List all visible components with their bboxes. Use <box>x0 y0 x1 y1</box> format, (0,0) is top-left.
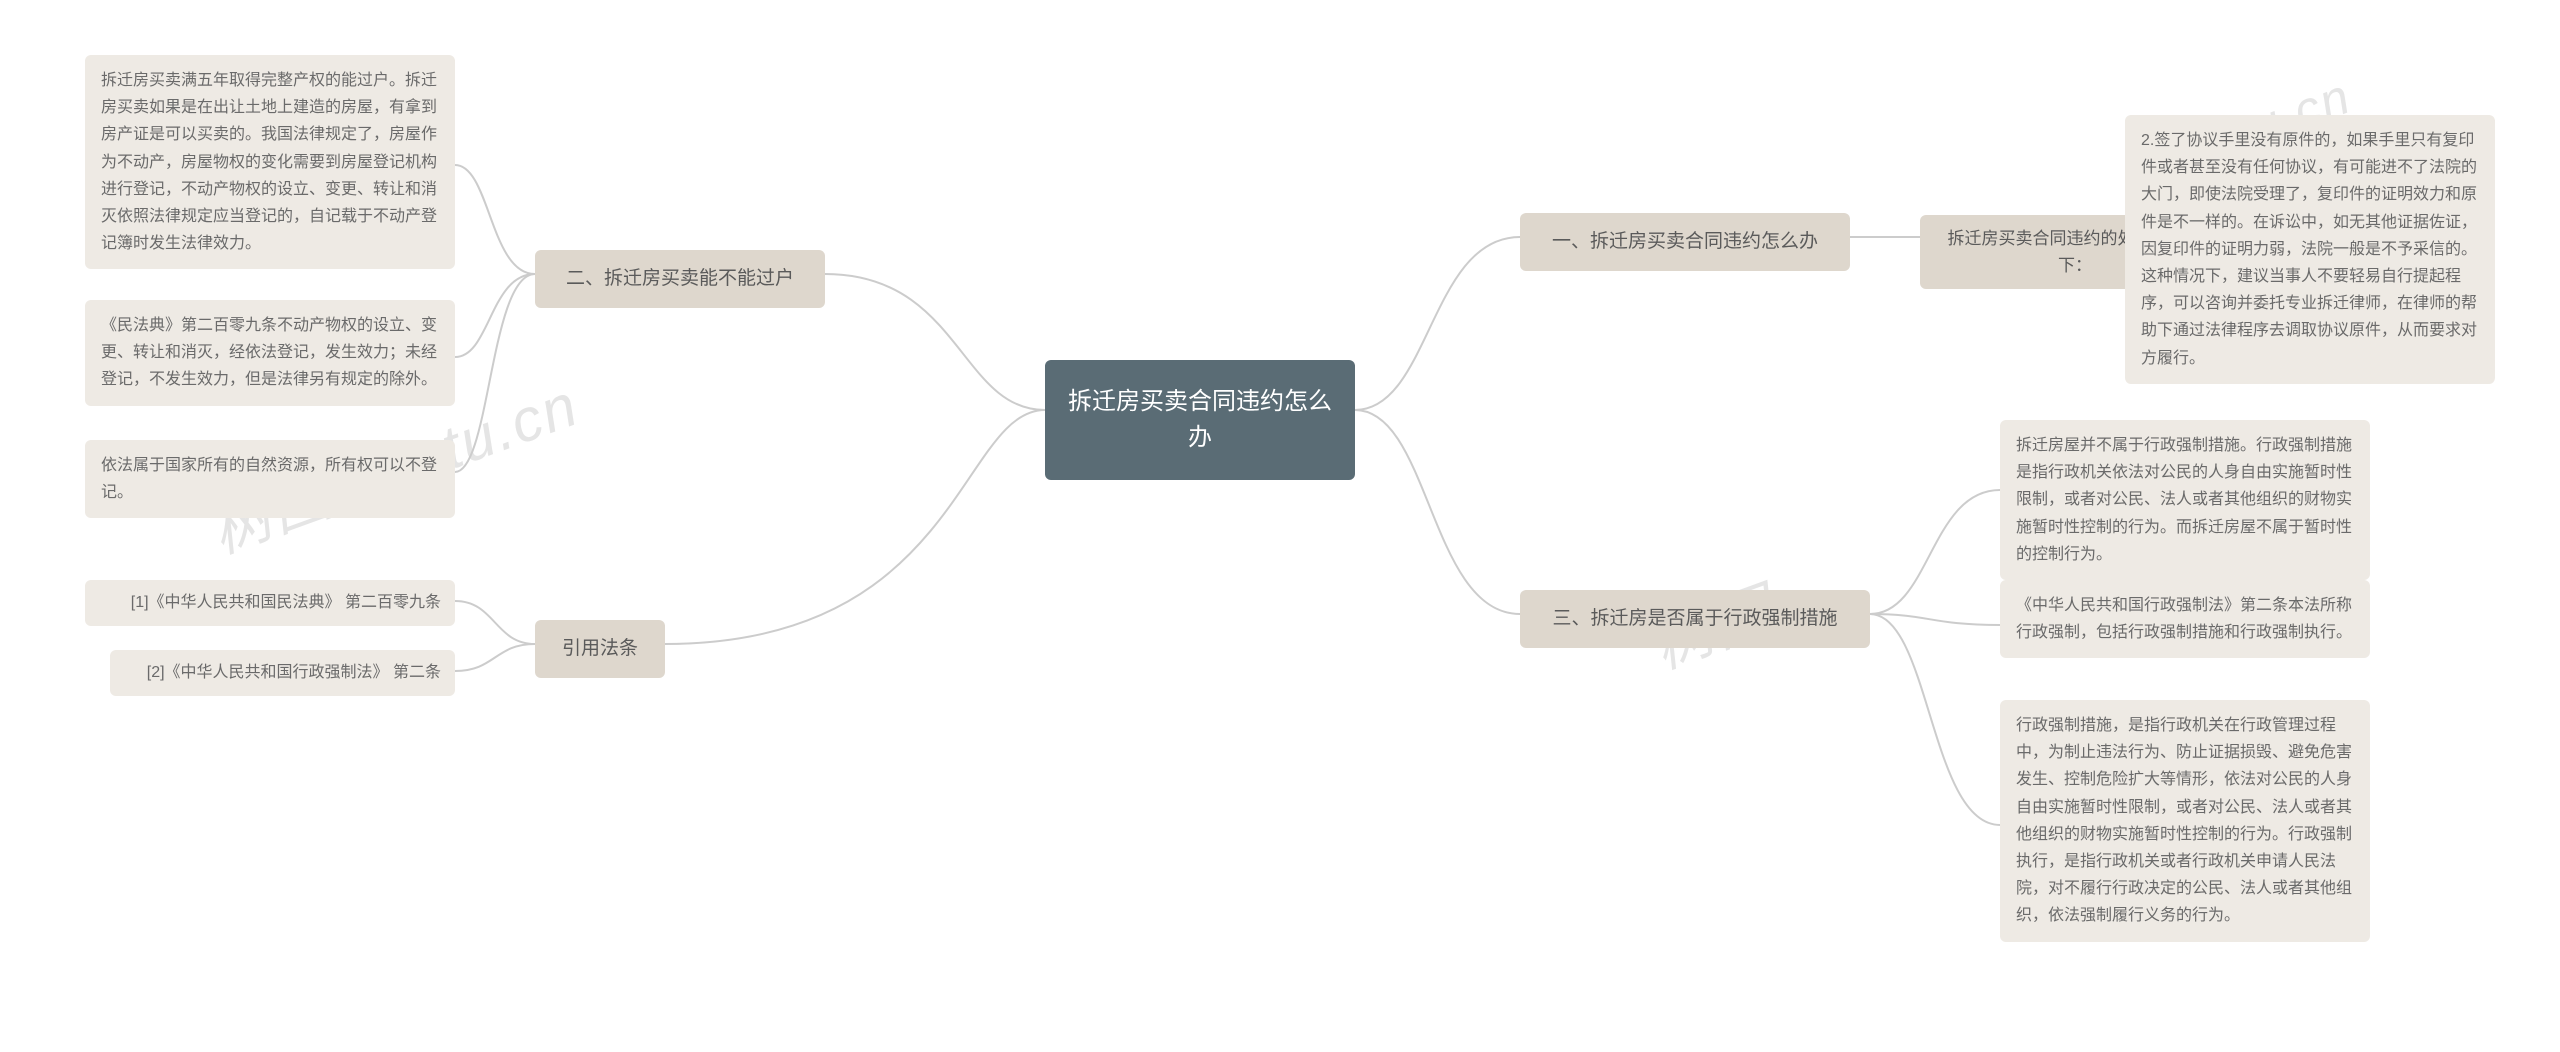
branch-2-leaf-2: 《民法典》第二百零九条不动产物权的设立、变更、转让和消灭，经依法登记，发生效力；… <box>85 300 455 406</box>
branch-2-leaf-1: 拆迁房买卖满五年取得完整产权的能过户。拆迁房买卖如果是在出让土地上建造的房屋，有… <box>85 55 455 269</box>
branch-4[interactable]: 引用法条 <box>535 620 665 678</box>
branch-2-label: 二、拆迁房买卖能不能过户 <box>566 268 794 289</box>
branch-4-label: 引用法条 <box>562 638 638 659</box>
branch-3-leaf-2: 《中华人民共和国行政强制法》第二条本法所称行政强制，包括行政强制措施和行政强制执… <box>2000 580 2370 658</box>
branch-3-label: 三、拆迁房是否属于行政强制措施 <box>1552 608 1837 629</box>
branch-2-leaf-3: 依法属于国家所有的自然资源，所有权可以不登记。 <box>85 440 455 518</box>
branch-3-leaf-3: 行政强制措施，是指行政机关在行政管理过程中，为制止违法行为、防止证据损毁、避免危… <box>2000 700 2370 942</box>
branch-4-leaf-2: [2]《中华人民共和国行政强制法》 第二条 <box>110 650 455 696</box>
branch-1-label: 一、拆迁房买卖合同违约怎么办 <box>1552 231 1818 252</box>
center-node[interactable]: 拆迁房买卖合同违约怎么办 <box>1045 360 1355 480</box>
branch-1[interactable]: 一、拆迁房买卖合同违约怎么办 <box>1520 213 1850 271</box>
center-node-text: 拆迁房买卖合同违约怎么办 <box>1068 388 1332 451</box>
branch-4-leaf-1: [1]《中华人民共和国民法典》 第二百零九条 <box>85 580 455 626</box>
branch-2[interactable]: 二、拆迁房买卖能不能过户 <box>535 250 825 308</box>
branch-3[interactable]: 三、拆迁房是否属于行政强制措施 <box>1520 590 1870 648</box>
branch-1-leaf-1: 2.签了协议手里没有原件的，如果手里只有复印件或者甚至没有任何协议，有可能进不了… <box>2125 115 2495 384</box>
branch-3-leaf-1: 拆迁房屋并不属于行政强制措施。行政强制措施是指行政机关依法对公民的人身自由实施暂… <box>2000 420 2370 580</box>
